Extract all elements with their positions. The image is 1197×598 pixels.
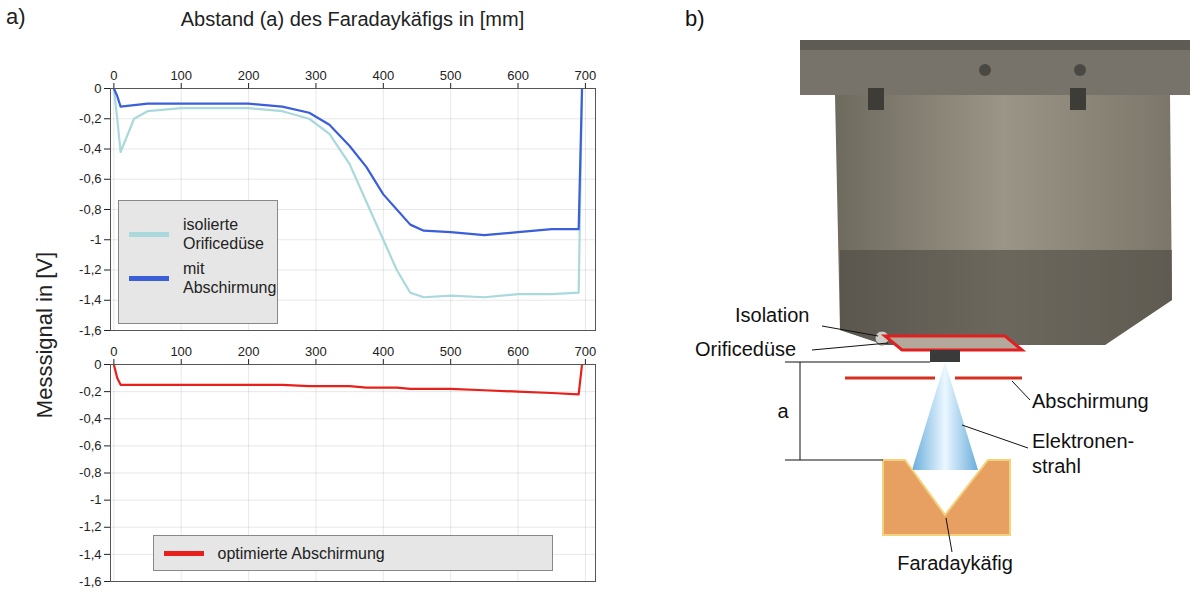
svg-text:600: 600 [507, 344, 529, 359]
html-text:isolierte Orificedüse: isolierte Orificedüse [183, 216, 264, 252]
svg-text:b): b) [685, 6, 705, 31]
svg-text:-0,6: -0,6 [79, 171, 101, 186]
svg-text:0: 0 [94, 357, 101, 372]
svg-text:-0,2: -0,2 [79, 384, 101, 399]
svg-text:-0,8: -0,8 [79, 465, 101, 480]
svg-text:Elektronen-: Elektronen- [1032, 430, 1134, 452]
svg-text:Orificedüse: Orificedüse [695, 338, 796, 360]
svg-text:-1: -1 [90, 492, 102, 507]
html-text:Messsignal in [V]: Messsignal in [V] [32, 251, 57, 419]
svg-text:200: 200 [238, 68, 260, 83]
svg-text:400: 400 [372, 68, 394, 83]
svg-text:0: 0 [110, 68, 117, 83]
svg-text:300: 300 [305, 68, 327, 83]
svg-text:0: 0 [110, 344, 117, 359]
svg-text:100: 100 [170, 68, 192, 83]
svg-text:strahl: strahl [1032, 455, 1081, 477]
svg-text:300: 300 [305, 344, 327, 359]
svg-text:-1,6: -1,6 [79, 574, 101, 589]
svg-text:-0,2: -0,2 [79, 111, 101, 126]
svg-text:Abschirmung: Abschirmung [1032, 390, 1149, 412]
html-text:optimierte Abschirmung: optimierte Abschirmung [217, 545, 385, 562]
svg-text:-0,4: -0,4 [79, 141, 101, 156]
svg-text:500: 500 [440, 68, 462, 83]
svg-text:Faradaykäfig: Faradaykäfig [897, 552, 1013, 574]
svg-text:-0,6: -0,6 [79, 438, 101, 453]
svg-text:0: 0 [94, 81, 101, 96]
svg-text:100: 100 [170, 344, 192, 359]
svg-text:-1,4: -1,4 [79, 292, 101, 307]
svg-text:-1: -1 [90, 232, 102, 247]
svg-text:-1,2: -1,2 [79, 262, 101, 277]
svg-text:200: 200 [238, 344, 260, 359]
svg-text:600: 600 [507, 68, 529, 83]
svg-text:-1,4: -1,4 [79, 547, 101, 562]
svg-text:500: 500 [440, 344, 462, 359]
svg-text:Isolation: Isolation [735, 304, 810, 326]
svg-text:700: 700 [575, 344, 597, 359]
svg-text:-0,8: -0,8 [79, 202, 101, 217]
svg-text:-0,4: -0,4 [79, 411, 101, 426]
svg-text:a: a [777, 400, 789, 422]
svg-text:400: 400 [372, 344, 394, 359]
svg-text:700: 700 [575, 68, 597, 83]
svg-text:-1,6: -1,6 [79, 323, 101, 338]
svg-text:-1,2: -1,2 [79, 519, 101, 534]
html-text:Abstand (a) des Faradaykäfigs: Abstand (a) des Faradaykäfigs in [mm] [180, 8, 525, 30]
html-text:mit Abschirmung: mit Abschirmung [183, 260, 277, 296]
html-text:a): a) [6, 4, 26, 29]
